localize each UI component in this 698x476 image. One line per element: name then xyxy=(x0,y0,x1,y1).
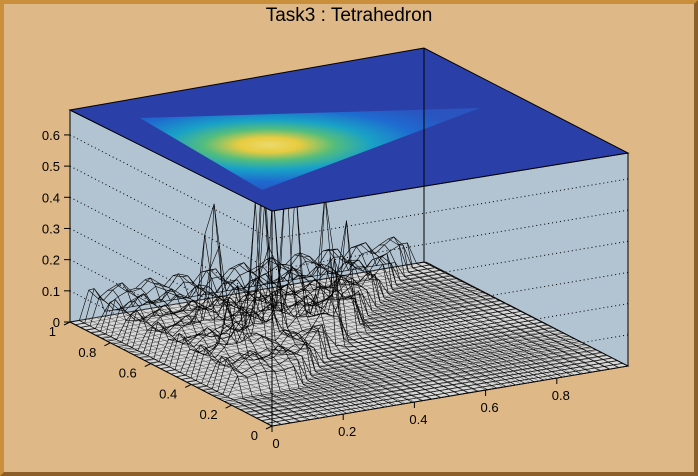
surface-line xyxy=(98,298,301,422)
surface-line xyxy=(219,279,423,401)
floor-grid-line xyxy=(150,303,507,364)
y-tick-label: 0.2 xyxy=(200,407,218,422)
floor-grid-line xyxy=(115,285,472,346)
surface-line xyxy=(369,252,572,376)
y-tick xyxy=(225,404,232,409)
y-axis: 0 0.2 0.4 0.6 0.8 1 xyxy=(49,321,273,443)
surface-line xyxy=(229,194,432,400)
floor-grid-line xyxy=(155,305,512,367)
surface-line xyxy=(304,256,507,387)
surface-line xyxy=(116,282,319,419)
x-tick-label: 0.6 xyxy=(481,400,499,415)
surface-line xyxy=(416,263,619,368)
surface-line xyxy=(88,288,291,424)
surface-line xyxy=(257,266,460,395)
surface-line xyxy=(247,271,451,397)
y-tick-label: 1 xyxy=(49,324,56,339)
floor-grid-line xyxy=(85,269,442,331)
surface-line xyxy=(407,242,610,370)
surface-line xyxy=(126,285,329,417)
z-axis: 0 0.1 0.2 0.3 0.4 0.5 0.6 xyxy=(42,128,70,330)
z-tick-label: 0 xyxy=(53,315,60,330)
surface-line xyxy=(266,220,469,394)
surface-line xyxy=(332,248,535,383)
x-tick-label: 0.4 xyxy=(409,412,427,427)
z-tick-label: 0.6 xyxy=(42,128,60,143)
floor-grid-line xyxy=(160,308,517,370)
floor-grid-line xyxy=(100,277,457,338)
floor-grid-line xyxy=(125,290,482,351)
surface-line xyxy=(144,203,348,414)
y-tick-label: 0.6 xyxy=(119,366,137,381)
surface-line xyxy=(107,289,310,420)
surface-line xyxy=(79,320,282,425)
surface-line xyxy=(397,244,601,371)
surface-line xyxy=(341,259,544,381)
surface-line xyxy=(69,321,273,427)
x-axis: 0 0.2 0.4 0.6 0.8 xyxy=(271,378,570,451)
surface-line xyxy=(210,185,413,403)
y-tick xyxy=(265,425,273,430)
y-tick xyxy=(104,342,111,347)
top-projection-heatmap xyxy=(140,108,480,190)
surface-line xyxy=(201,168,404,405)
z-tick-label: 0.4 xyxy=(42,190,60,205)
surface-line xyxy=(173,154,376,409)
y-tick-label: 0.8 xyxy=(78,345,96,360)
surface-line xyxy=(388,236,591,373)
y-tick xyxy=(144,363,152,368)
x-tick-label: 0 xyxy=(272,436,279,451)
x-tick-label: 0.2 xyxy=(338,424,356,439)
z-tick-label: 0.2 xyxy=(42,253,60,268)
y-tick xyxy=(63,321,71,326)
surface-line xyxy=(425,261,629,367)
surface-line xyxy=(294,252,497,389)
surface-line xyxy=(379,244,582,375)
surface-line xyxy=(351,246,554,379)
floor-grid-line xyxy=(145,300,502,362)
y-tick-label: 0.4 xyxy=(159,386,177,401)
surface-line xyxy=(285,264,488,390)
grid-line-right xyxy=(271,178,629,240)
floor-grid-line xyxy=(120,287,477,349)
surface-line xyxy=(135,234,338,416)
surface-line xyxy=(360,242,563,378)
surface-line xyxy=(322,249,526,384)
y-tick-label: 0 xyxy=(251,428,258,443)
surface-line xyxy=(276,263,479,392)
plot-title: Task3 : Tetrahedron xyxy=(265,5,433,26)
surface-line xyxy=(313,262,516,386)
surface-line xyxy=(191,284,394,406)
floor-grid-line xyxy=(80,266,437,328)
z-tick-label: 0.5 xyxy=(42,159,60,174)
x-tick-label: 0.8 xyxy=(552,388,570,403)
z-tick-label: 0.1 xyxy=(42,284,60,299)
floor-grid-line xyxy=(110,282,467,344)
z-tick-label: 0.3 xyxy=(42,221,60,236)
y-tick xyxy=(184,383,192,388)
